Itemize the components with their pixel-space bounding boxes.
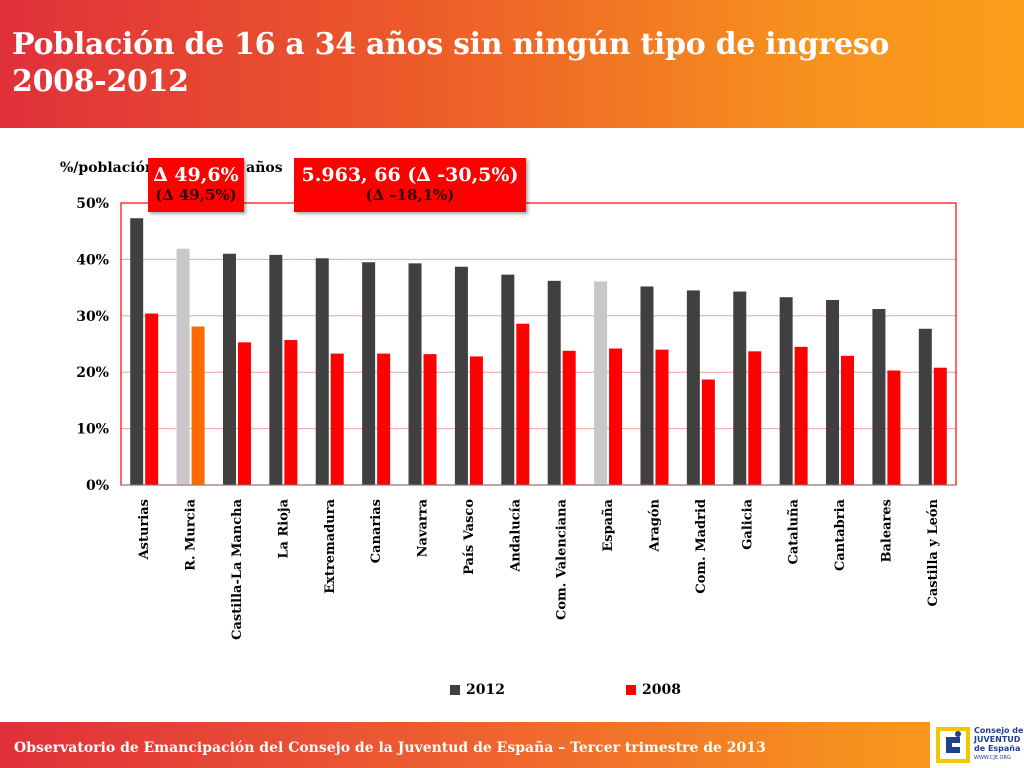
annotation-murcia-main: ∆ 49,6% — [153, 164, 239, 186]
legend-item-2008: 2008 — [626, 682, 681, 698]
x-tick-label: Galicia — [740, 498, 755, 549]
bar-2012 — [269, 254, 283, 485]
legend-swatch-2008 — [626, 685, 636, 695]
x-tick-label: España — [601, 498, 616, 551]
bar-2012 — [408, 263, 422, 485]
x-tick-label: Canarias — [369, 499, 384, 563]
bar-2012 — [872, 309, 886, 485]
footer-text: Observatorio de Emancipación del Consejo… — [14, 740, 766, 756]
bar-2008 — [794, 346, 808, 485]
bar-2008 — [377, 353, 391, 485]
x-tick-label: Com. Madrid — [694, 499, 709, 594]
y-tick-label: 30% — [76, 309, 109, 325]
x-tick-label: R. Murcia — [184, 498, 199, 570]
bar-2008 — [284, 340, 298, 485]
x-tick-label: La Rioja — [276, 498, 291, 558]
x-tick-label: Aragón — [647, 498, 662, 552]
bar-2008 — [516, 323, 530, 485]
x-tick-label: Cataluña — [787, 498, 802, 564]
bar-2008 — [841, 355, 855, 485]
logo-text-line-3: de España — [974, 744, 1021, 753]
bar-2012 — [640, 286, 654, 485]
bar-2008 — [562, 350, 576, 485]
bar-2008 — [609, 348, 623, 485]
x-tick-label: Asturias — [137, 499, 152, 560]
bar-2008 — [701, 379, 715, 485]
bar-2012 — [826, 300, 840, 485]
bar-2008 — [330, 353, 344, 485]
bar-2012 — [501, 274, 515, 485]
y-tick-label: 0% — [86, 478, 109, 494]
y-tick-label: 40% — [76, 252, 109, 268]
annotation-espana-sub: (∆ –18,1%) — [365, 186, 455, 204]
x-tick-label: Com. Valenciana — [555, 498, 570, 620]
logo-text-line-1: Consejo de la — [974, 726, 1024, 735]
x-tick-label: Navarra — [416, 498, 431, 557]
bar-2012 — [918, 328, 932, 485]
bar-2012 — [733, 291, 747, 485]
annotation-murcia: ∆ 49,6% (∆ 49,5%) — [148, 158, 244, 212]
bar-2012 — [315, 258, 329, 485]
x-tick-label: Castilla-La Mancha — [230, 498, 245, 639]
x-tick-label: Andalucía — [508, 498, 523, 572]
bar-2012 — [130, 218, 144, 485]
bar-chart: 0% 10% 20% 30% 40% 50% Asturias R. Murcia Castil… — [76, 196, 957, 640]
bar-2008 — [145, 313, 159, 485]
cje-logo-icon — [936, 727, 970, 763]
bar-2012 — [594, 281, 608, 485]
logo-url: WWW.CJE.ORG — [974, 755, 1011, 761]
bar-2008 — [469, 356, 483, 485]
bar-2012 — [222, 253, 236, 485]
bar-2012 — [779, 297, 793, 485]
annotation-murcia-sub: (∆ 49,5%) — [155, 186, 237, 204]
bar-2008 — [191, 326, 205, 485]
logo-text-line-2: JUVENTUD — [974, 735, 1021, 744]
x-tick-label: Cantabria — [833, 498, 848, 571]
bar-2008 — [237, 342, 251, 485]
bar-2008 — [655, 349, 669, 485]
x-tick-label: Extremadura — [323, 498, 338, 593]
y-tick-label: 20% — [76, 365, 109, 381]
bar-2008 — [423, 354, 437, 485]
x-tick-label: País Vasco — [462, 499, 477, 575]
y-tick-label: 10% — [76, 422, 109, 438]
footer-banner — [0, 722, 1024, 768]
bar-2012 — [176, 248, 190, 485]
bar-2012 — [454, 266, 468, 485]
legend-label-2008: 2008 — [642, 682, 681, 698]
x-tick-label: Castilla y León — [926, 498, 941, 606]
bar-2012 — [686, 290, 700, 485]
bar-2012 — [362, 262, 376, 485]
legend-item-2012: 2012 — [450, 682, 505, 698]
legend-label-2012: 2012 — [466, 682, 505, 698]
annotation-espana-main: 5.963, 66 (∆ -30,5%) — [301, 164, 519, 186]
legend-swatch-2012 — [450, 685, 460, 695]
bar-2012 — [547, 280, 561, 485]
title-banner — [0, 0, 1024, 128]
bar-2008 — [748, 351, 762, 485]
x-tick-label: Baleares — [879, 499, 894, 562]
y-tick-label: 50% — [76, 196, 109, 212]
annotation-espana: 5.963, 66 (∆ -30,5%) (∆ –18,1%) — [294, 158, 526, 212]
bar-2008 — [887, 370, 901, 485]
bar-2008 — [933, 367, 947, 485]
page-title: Población de 16 a 34 años sin ningún tip… — [12, 27, 890, 99]
